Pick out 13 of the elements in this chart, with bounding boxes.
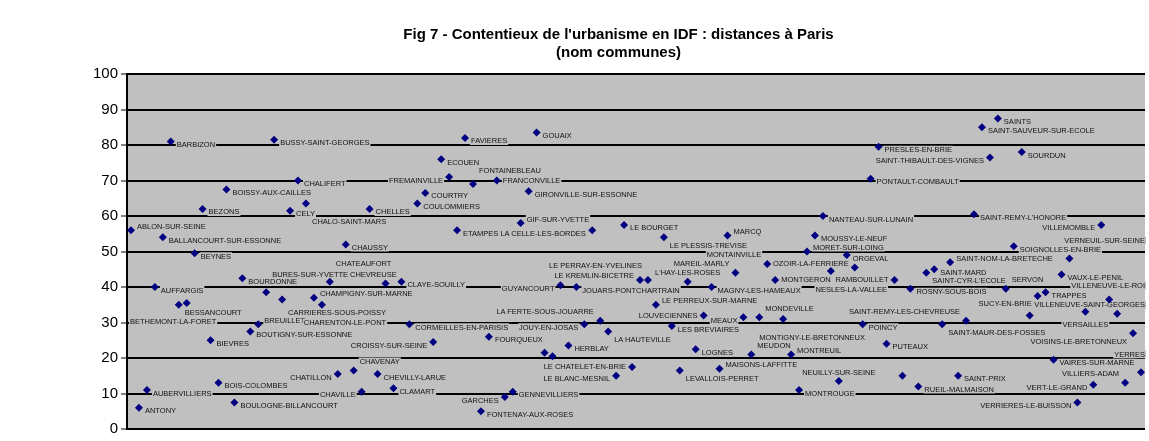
y-tick-label: 20 xyxy=(101,348,119,366)
y-tick-label: 0 xyxy=(109,419,119,437)
chart-title: Fig 7 - Contentieux de l'urbanisme en IDF : distances à Paris xyxy=(403,25,834,43)
y-tick-label: 40 xyxy=(101,277,119,295)
y-tick-label: 70 xyxy=(101,170,119,188)
y-tick-label: 100 xyxy=(93,64,119,82)
y-tick-label: 90 xyxy=(101,99,119,117)
y-tick-label: 60 xyxy=(101,206,119,224)
y-tick-label: 50 xyxy=(101,241,119,259)
y-tick-label: 10 xyxy=(101,383,119,401)
y-tick-label: 30 xyxy=(101,312,119,330)
y-tick-label: 80 xyxy=(101,135,119,153)
chart-subtitle: (nom communes) xyxy=(555,43,682,61)
